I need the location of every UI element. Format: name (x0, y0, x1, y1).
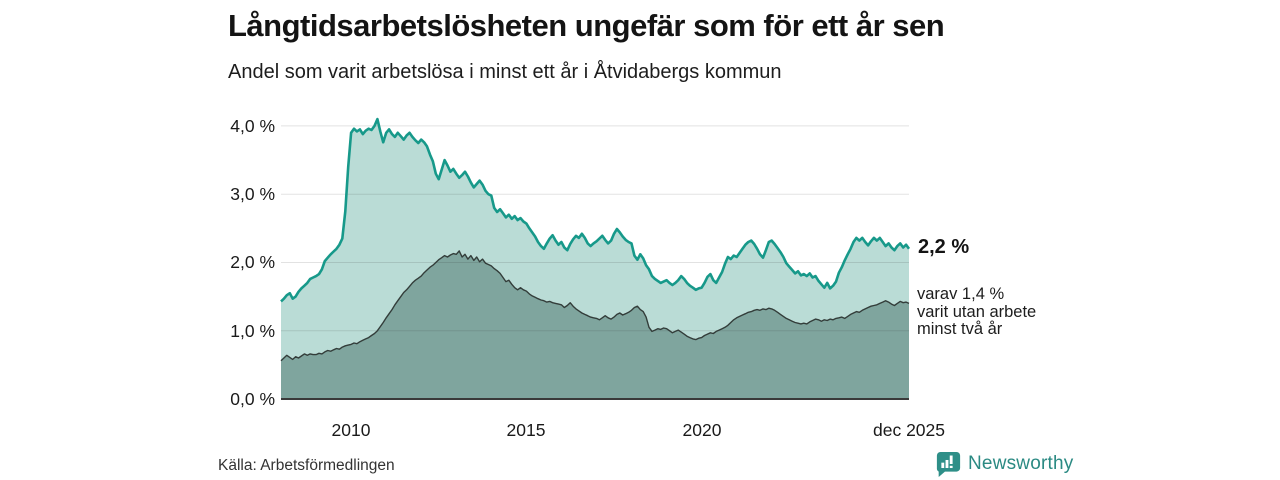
subset-area (281, 250, 909, 399)
subset-value-line-1: varav 1,4 % (917, 285, 1005, 303)
total-value-label: 2,2 % (918, 236, 970, 258)
x-axis: 2010 2015 2020 dec 2025 (281, 420, 945, 444)
y-axis-label: 3,0 % (230, 184, 275, 204)
x-axis-label: dec 2025 (872, 420, 946, 440)
total-line (280, 117, 911, 303)
x-axis-label: 2020 (682, 420, 722, 440)
y-axis-label: 2,0 % (230, 252, 275, 272)
y-axis: 0,0 % 1,0 % 2,0 % 3,0 % 4,0 % (0, 100, 275, 410)
y-axis-label: 4,0 % (230, 116, 275, 136)
y-axis-label: 0,0 % (230, 389, 275, 409)
area-chart-svg (280, 117, 911, 400)
newsworthy-logo[interactable]: Newsworthy (936, 450, 1073, 478)
chart-plot (280, 100, 911, 410)
newsworthy-wordmark: Newsworthy (968, 453, 1074, 474)
source-note: Källa: Arbetsförmedlingen (218, 457, 395, 474)
subset-value-line-2: varit utan arbete (917, 302, 1037, 321)
page-subtitle: Andel som varit arbetslösa i minst ett å… (228, 61, 782, 83)
newsworthy-chart-bubble-icon (936, 451, 961, 477)
subset-line (280, 250, 910, 362)
x-axis-label: 2015 (506, 420, 546, 440)
subset-value-label: varav 1,4 % varit utan arbete minst två … (917, 285, 1037, 339)
x-axis-label: 2010 (331, 420, 371, 440)
page-title: Långtidsarbetslösheten ungefär som för e… (228, 8, 945, 43)
y-axis-label: 1,0 % (230, 321, 275, 341)
subset-value-line-3: minst två år (917, 320, 1003, 338)
